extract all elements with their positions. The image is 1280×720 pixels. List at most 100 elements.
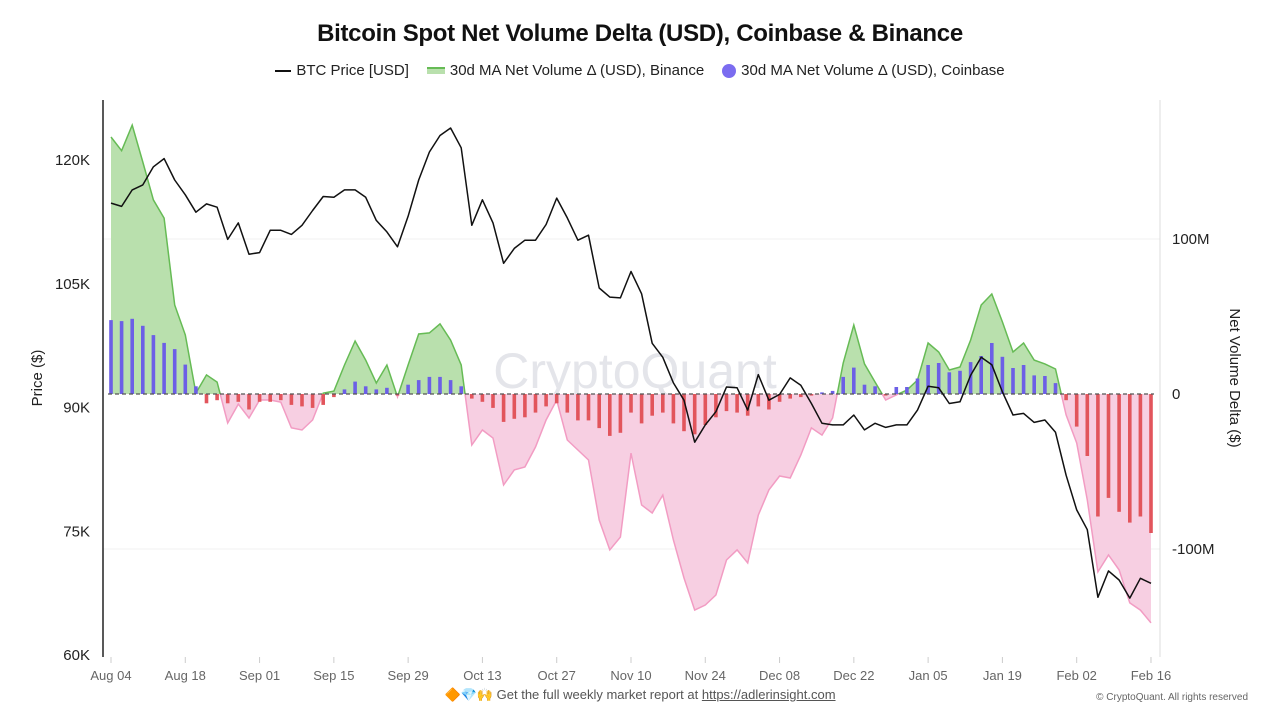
- axes: 120K 105K 90K 75K 60K 100M 0 -100M Aug 04 Aug 18 S…: [55, 152, 1215, 683]
- coinbase-bar: [756, 394, 761, 407]
- coinbase-bar: [565, 394, 570, 413]
- coinbase-bar: [1043, 376, 1047, 394]
- coinbase-bar: [724, 394, 729, 412]
- price-series: [110, 127, 1152, 599]
- coinbase-bar: [936, 363, 941, 394]
- footer: 🔶💎🙌 Get the full weekly market report at…: [0, 687, 1280, 703]
- coinbase-bar: [841, 376, 845, 394]
- coinbase-bar: [554, 394, 559, 404]
- coinbase-bar: [788, 394, 792, 399]
- binance-negative-fill: [111, 394, 1151, 623]
- coinbase-bar: [820, 392, 824, 394]
- legend-item-btc-price[interactable]: BTC Price [USD]: [275, 62, 409, 79]
- coinbase-bar: [279, 394, 283, 401]
- left-tick-label: 120K: [55, 152, 90, 169]
- x-tick-label: Dec 08: [759, 668, 800, 683]
- coinbase-bar: [1064, 394, 1068, 401]
- right-axis-label: Net Volume Delta ($): [1226, 308, 1243, 447]
- coinbase-bar: [692, 394, 697, 435]
- coinbase-bar: [650, 394, 654, 416]
- coinbase-bar: [523, 394, 527, 418]
- coinbase-bar: [968, 362, 973, 394]
- coinbase-bar: [225, 394, 230, 404]
- coinbase-bar: [608, 394, 612, 436]
- coinbase-bar: [374, 389, 379, 394]
- coinbase-bar: [480, 394, 485, 402]
- coinbase-bar: [501, 394, 506, 422]
- coinbase-bar: [427, 376, 432, 394]
- coinbase-bar: [268, 394, 272, 402]
- binance-negative-line: [195, 394, 1152, 624]
- legend-label: BTC Price [USD]: [296, 62, 409, 79]
- coinbase-bar: [151, 335, 156, 394]
- coinbase-bar: [119, 321, 124, 394]
- coinbase-bar: [1011, 368, 1015, 394]
- left-axis-label: Price ($): [29, 350, 46, 407]
- x-tick-label: Nov 24: [685, 668, 726, 683]
- legend-dot-swatch: [722, 63, 737, 78]
- coinbase-bar: [353, 381, 357, 394]
- coinbase-bar: [586, 394, 591, 421]
- legend-label: 30d MA Net Volume Δ (USD), Binance: [449, 62, 705, 79]
- coinbase-bar: [300, 394, 304, 407]
- left-tick-label: 60K: [63, 647, 90, 664]
- coinbase-bar: [236, 394, 241, 402]
- coinbase-bar: [905, 387, 909, 394]
- coinbase-bar: [289, 394, 294, 405]
- coinbase-bar: [852, 367, 856, 394]
- coinbase-bar: [172, 349, 177, 394]
- coinbase-bar: [247, 394, 251, 410]
- coinbase-bar: [1085, 394, 1090, 456]
- x-tick-label: Oct 27: [538, 668, 576, 683]
- coinbase-bar: [883, 394, 888, 396]
- right-tick-label: -100M: [1172, 541, 1215, 558]
- x-tick-label: Aug 18: [165, 668, 206, 683]
- coinbase-bar: [321, 394, 325, 405]
- legend-item-coinbase[interactable]: 30d MA Net Volume Δ (USD), Coinbase: [722, 62, 1005, 79]
- coinbase-bar: [257, 394, 262, 402]
- binance-area: [110, 122, 1152, 624]
- emoji-icons: 🔶💎🙌: [444, 687, 494, 702]
- coinbase-bar: [926, 365, 930, 394]
- x-tick-label: Feb 02: [1056, 668, 1096, 683]
- right-tick-label: 0: [1172, 386, 1180, 403]
- coinbase-bar: [332, 394, 336, 398]
- coinbase-bar: [777, 394, 782, 402]
- coinbase-bar: [873, 386, 877, 395]
- coinbase-bar: [661, 394, 665, 413]
- coinbase-bar: [735, 394, 739, 413]
- chart-title: Bitcoin Spot Net Volume Delta (USD), Coi…: [317, 20, 963, 47]
- coinbase-bar: [385, 387, 389, 394]
- coinbase-bar: [363, 386, 368, 395]
- report-link[interactable]: https://adlerinsight.com: [701, 687, 836, 702]
- coinbase-bar: [639, 394, 644, 424]
- coinbase-bar: [618, 394, 623, 433]
- coinbase-bar: [204, 394, 209, 404]
- coinbase-bar: [194, 386, 198, 395]
- coinbase-bar: [1096, 394, 1100, 517]
- coinbase-bar: [130, 318, 134, 394]
- coinbase-bar: [682, 394, 686, 432]
- legend-item-binance[interactable]: 30d MA Net Volume Δ (USD), Binance: [426, 62, 705, 79]
- coinbase-bar: [1032, 375, 1036, 394]
- x-tick-label: Jan 19: [983, 668, 1022, 683]
- coinbase-bar: [597, 394, 601, 429]
- coinbase-bar: [342, 389, 347, 394]
- coinbase-bar: [491, 394, 495, 408]
- binance-positive-fill: [111, 125, 1151, 394]
- coinbase-bar: [141, 325, 145, 394]
- coinbase-bars: [109, 318, 1153, 533]
- coinbase-bar: [183, 364, 188, 394]
- coinbase-bar: [533, 394, 538, 413]
- x-tick-label: Sep 15: [313, 668, 354, 683]
- x-tick-label: Sep 01: [239, 668, 280, 683]
- coinbase-bar: [109, 320, 113, 394]
- x-tick-label: Oct 13: [463, 668, 501, 683]
- x-tick-label: Aug 04: [90, 668, 131, 683]
- coinbase-bar: [862, 384, 867, 394]
- coinbase-bar: [958, 370, 962, 395]
- gridlines: [103, 238, 1160, 550]
- coinbase-bar: [1149, 394, 1153, 533]
- coinbase-bar: [310, 394, 315, 408]
